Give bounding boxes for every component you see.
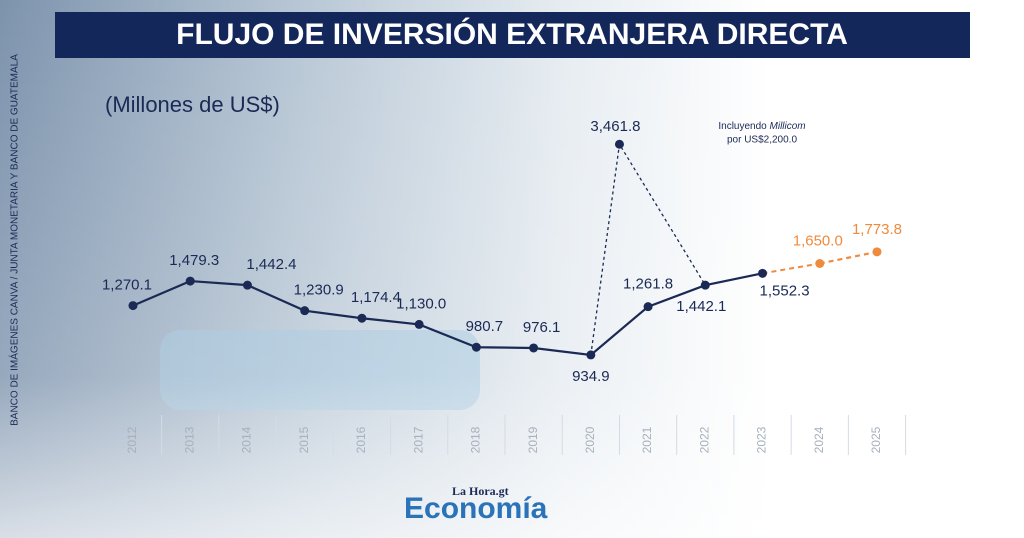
value-label: 1,650.0 bbox=[793, 232, 843, 249]
data-point bbox=[357, 313, 367, 323]
x-tick-label: 2017 bbox=[411, 426, 425, 453]
x-tick-label: 2021 bbox=[640, 426, 654, 453]
annotation-italic: Millicom bbox=[770, 121, 806, 132]
x-tick-label: 2023 bbox=[755, 426, 769, 453]
data-point bbox=[758, 268, 768, 278]
data-point bbox=[529, 343, 539, 353]
x-tick-label: 2022 bbox=[697, 426, 711, 453]
x-tick-label: 2012 bbox=[125, 426, 139, 453]
chart-title: FLUJO DE INVERSIÓN EXTRANJERA DIRECTA bbox=[176, 17, 848, 51]
spike-point bbox=[614, 139, 624, 149]
x-tick-label: 2014 bbox=[240, 426, 254, 453]
value-label: 1,479.3 bbox=[169, 252, 219, 269]
projection-connector bbox=[762, 262, 820, 275]
data-point bbox=[185, 276, 195, 286]
title-bar bbox=[55, 12, 970, 58]
value-label: 1,230.9 bbox=[294, 282, 344, 299]
data-point bbox=[815, 259, 825, 269]
data-point bbox=[872, 247, 882, 257]
data-point bbox=[242, 280, 252, 290]
data-point bbox=[700, 280, 710, 290]
data-point bbox=[300, 306, 310, 316]
value-label: 934.9 bbox=[572, 368, 610, 385]
x-tick-label: 2013 bbox=[182, 426, 196, 453]
annotation: Incluyendo Millicom bbox=[718, 121, 805, 132]
plot: 2012 2013 2014 2015 2016 2017 2018 2019 2020 2021… bbox=[102, 118, 907, 455]
chart-subtitle: (Millones de US$) bbox=[105, 92, 280, 117]
value-label: 3,461.8 bbox=[590, 118, 640, 135]
source-credit: BANCO DE IMÁGENES CANVA / JUNTA MONETARI… bbox=[8, 54, 21, 426]
value-label: 1,442.4 bbox=[246, 256, 296, 273]
value-label: 1,773.8 bbox=[852, 221, 902, 238]
value-label: 980.7 bbox=[466, 318, 504, 335]
value-label: 1,442.1 bbox=[676, 298, 726, 315]
x-tick-label: 2020 bbox=[583, 426, 597, 453]
value-label: 1,270.1 bbox=[102, 277, 152, 294]
x-tick-label: 2024 bbox=[812, 426, 826, 453]
annotation-text: Incluyendo bbox=[718, 121, 767, 132]
series-line bbox=[819, 250, 878, 265]
value-label: 1,174.4 bbox=[351, 289, 401, 306]
data-point bbox=[128, 301, 138, 311]
x-tick-label: 2019 bbox=[526, 426, 540, 453]
logo-top: La Hora.gt bbox=[452, 484, 509, 498]
data-point bbox=[643, 302, 653, 312]
value-label: 1,261.8 bbox=[623, 276, 673, 293]
data-point bbox=[471, 342, 481, 352]
annotation-line2: por US$2,200.0 bbox=[727, 135, 797, 146]
value-label: 1,552.3 bbox=[760, 282, 810, 299]
logo-bottom: Economía bbox=[404, 492, 548, 525]
x-tick-label: 2025 bbox=[869, 426, 883, 453]
x-tick-label: 2015 bbox=[297, 426, 311, 453]
series-line bbox=[132, 272, 763, 357]
data-point bbox=[586, 350, 596, 360]
x-tick-label: 2018 bbox=[469, 426, 483, 453]
value-label: 976.1 bbox=[523, 319, 561, 336]
value-label: 1,130.0 bbox=[396, 295, 446, 312]
data-point bbox=[414, 319, 424, 329]
x-tick-label: 2016 bbox=[354, 426, 368, 453]
